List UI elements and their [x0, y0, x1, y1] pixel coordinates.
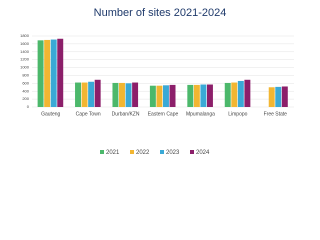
bar	[81, 82, 88, 107]
bar	[187, 84, 194, 107]
bar	[163, 85, 169, 107]
bar	[57, 38, 64, 108]
bar	[193, 84, 200, 107]
bar	[88, 81, 95, 107]
bar	[44, 39, 51, 107]
bar	[125, 83, 132, 107]
legend-swatch	[100, 150, 104, 154]
bar	[132, 82, 139, 107]
bar	[275, 86, 282, 107]
x-tick-label: Eastern Cape	[148, 111, 179, 117]
y-tick-label: 1000	[20, 65, 30, 70]
y-tick-label: 600	[22, 80, 29, 85]
bar	[206, 84, 213, 107]
bar	[50, 39, 57, 107]
bar	[156, 85, 163, 107]
bar	[231, 82, 238, 107]
y-tick-label: 1400	[20, 49, 30, 54]
bar	[169, 84, 176, 107]
bar	[224, 82, 231, 107]
y-tick-label: 1600	[20, 41, 30, 46]
bar	[237, 80, 244, 107]
x-tick-label: Durban/KZN	[112, 111, 140, 117]
y-tick-label: 200	[22, 96, 29, 101]
y-tick-label: 1200	[20, 57, 30, 62]
x-tick-label: Mpumalanga	[186, 111, 215, 117]
x-tick-label: Limpopo	[228, 111, 247, 117]
bar	[149, 85, 156, 107]
bar	[268, 87, 275, 107]
bar	[112, 82, 119, 107]
legend-swatch	[190, 150, 194, 154]
legend-label: 2024	[196, 150, 210, 156]
y-tick-label: 800	[22, 73, 29, 78]
bar	[37, 40, 44, 107]
legend-label: 2022	[136, 150, 150, 156]
legend-label: 2023	[166, 150, 180, 156]
y-tick-label: 0	[27, 104, 30, 109]
chart: Number of sites 2021-2024 0 200 400 600 800 1…	[20, 7, 294, 156]
x-tick-label: Cape Town	[76, 111, 101, 117]
bar	[244, 79, 251, 107]
x-tick-label: Free State	[264, 111, 288, 117]
bar	[94, 79, 101, 107]
legend-swatch	[160, 150, 164, 154]
legend-swatch	[130, 150, 134, 154]
legend-label: 2021	[106, 150, 120, 156]
bar	[281, 86, 288, 107]
bar	[200, 84, 207, 107]
chart-title: Number of sites 2021-2024	[94, 7, 227, 19]
y-tick-label: 400	[22, 88, 29, 93]
x-tick-label: Gauteng	[41, 111, 60, 117]
bar	[119, 82, 125, 107]
y-tick-label: 1800	[20, 33, 30, 38]
bar	[75, 82, 81, 107]
